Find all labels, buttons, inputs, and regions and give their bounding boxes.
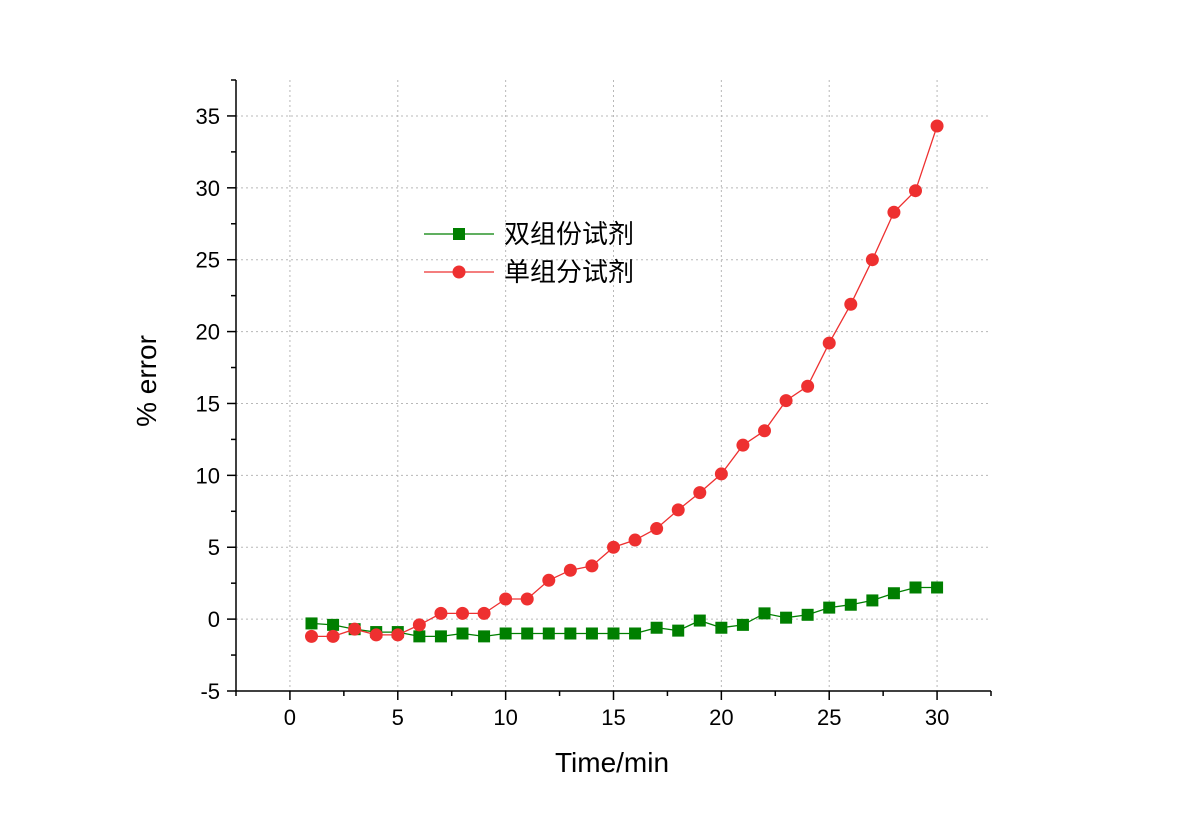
x-tick-label: 0 [284,705,296,730]
data-point-circle [456,606,469,620]
data-point-circle [369,628,383,642]
data-point-circle [348,622,362,636]
data-point-circle [822,336,836,350]
data-point-square [607,627,620,640]
data-point-circle [758,424,771,438]
x-tick-label: 10 [493,705,517,730]
data-point-square [327,618,340,631]
data-point-circle [607,540,620,554]
legend-label: 双组份试剂 [504,220,634,250]
data-point-square [672,624,685,637]
data-point-circle [844,297,858,311]
data-point-square [650,621,663,634]
x-tick-label: 15 [601,705,625,730]
data-point-square [736,618,749,631]
series-layer [305,119,944,643]
data-point-circle [801,379,815,393]
series-line [311,125,938,638]
data-point-circle [628,533,642,547]
legend-entry-2: 单组分试剂 [424,258,634,288]
data-point-circle [542,573,556,587]
data-point-circle [477,606,491,620]
data-point-circle [434,606,448,620]
y-tick-label: 15 [196,391,220,416]
x-axis-ticks: 0 5 10 15 20 25 30 [235,691,992,730]
data-point-square [585,627,598,640]
data-point-circle [909,184,922,198]
x-tick-label: 30 [925,705,949,730]
x-tick-label: 5 [392,705,404,730]
legend-marker-circle [452,265,466,279]
data-point-square [413,630,426,643]
data-point-square [758,607,771,620]
data-point-circle [779,394,793,408]
data-point-square [434,630,447,643]
data-point-circle [693,486,707,500]
y-tick-label: 30 [196,176,220,201]
data-point-circle [650,522,664,536]
series-2 [305,119,944,643]
data-point-square [629,627,642,640]
data-point-square [305,617,318,630]
data-point-circle [714,467,728,481]
data-point-square [478,630,491,643]
data-point-circle [887,205,901,219]
data-point-circle [412,618,426,632]
data-point-circle [736,438,750,452]
y-tick-label: 5 [208,535,220,560]
data-point-square [521,627,534,640]
y-axis-title: % error [131,335,162,427]
data-point-circle [671,503,685,517]
data-point-square [715,621,728,634]
data-point-square [780,611,793,624]
data-point-square [499,627,512,640]
data-point-square [801,608,814,621]
data-point-circle [326,629,340,643]
y-tick-label: 20 [196,320,220,345]
legend-entry-1: 双组份试剂 [424,220,634,250]
data-point-circle [563,563,577,577]
x-axis-title: Time/min [555,747,669,778]
data-point-circle [585,559,599,573]
data-point-circle [305,629,318,643]
y-tick-label: 25 [196,248,220,273]
y-tick-label: -5 [200,679,220,704]
data-point-square [564,627,577,640]
data-point-circle [930,119,944,133]
data-point-square [866,594,879,607]
data-point-circle [865,253,879,267]
legend-label: 单组分试剂 [504,258,634,288]
x-tick-label: 25 [817,705,841,730]
data-point-circle [520,592,534,606]
data-point-square [456,627,469,640]
y-axis-ticks: -5 0 5 10 15 20 25 30 35 [196,79,236,704]
data-point-square [844,598,857,611]
y-tick-label: 35 [196,104,220,129]
data-point-square [887,587,900,600]
legend-marker-square [453,228,465,240]
data-point-square [693,614,706,627]
data-point-circle [499,592,513,606]
data-point-square [542,627,555,640]
y-tick-label: 10 [196,463,220,488]
grid [236,80,991,692]
series-line [311,586,938,638]
data-point-circle [391,628,405,642]
data-point-square [909,581,922,594]
y-tick-label: 0 [208,607,220,632]
data-point-square [823,601,836,614]
data-point-square [931,581,944,594]
x-tick-label: 20 [709,705,733,730]
